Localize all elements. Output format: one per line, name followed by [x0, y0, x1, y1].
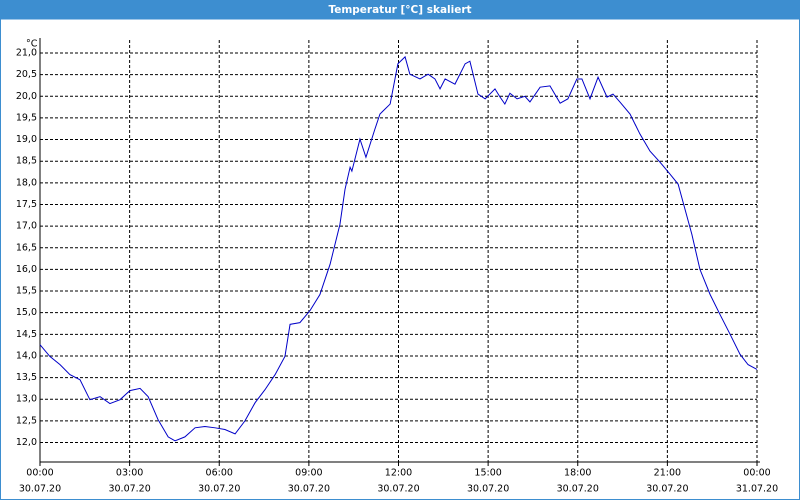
temperature-line — [39, 55, 758, 442]
y-tick-label: 15,0 — [16, 307, 37, 318]
y-tick-label: 16,5 — [16, 242, 37, 253]
x-tick-date: 30.07.20 — [198, 484, 240, 495]
y-tick-label: 15,5 — [16, 286, 37, 297]
y-tick-label: 12,0 — [16, 437, 37, 448]
y-tick-label: 19,5 — [16, 112, 37, 123]
y-tick-label: 14,0 — [16, 350, 37, 361]
y-tick-label: 13,0 — [16, 394, 37, 405]
y-tick-label: 14,5 — [16, 329, 37, 340]
y-tick-label: 19,0 — [16, 134, 37, 145]
x-tick-label: 09:00 — [295, 468, 322, 479]
x-tick-label: 03:00 — [116, 468, 143, 479]
y-tick-label: 18,5 — [16, 156, 37, 167]
x-tick-label: 18:00 — [564, 468, 591, 479]
x-tick-label: 15:00 — [474, 468, 501, 479]
x-tick-label: 12:00 — [385, 468, 412, 479]
y-tick-label: 12,5 — [16, 415, 37, 426]
x-tick-date: 30.07.20 — [108, 484, 150, 495]
x-tick-label: 00:00 — [26, 468, 53, 479]
y-tick-label: 18,0 — [16, 177, 37, 188]
y-tick-label: 16,0 — [16, 264, 37, 275]
chart-title: Temperatur [°C] skaliert — [328, 4, 471, 16]
x-tick-date: 30.07.20 — [19, 484, 61, 495]
y-tick-label: 17,0 — [16, 221, 37, 232]
x-tick-label: 21:00 — [654, 468, 681, 479]
x-tick-date: 31.07.20 — [736, 484, 778, 495]
x-tick-date: 30.07.20 — [646, 484, 688, 495]
title-bar — [0, 0, 800, 19]
x-tick-date: 30.07.20 — [288, 484, 330, 495]
y-tick-label: 13,5 — [16, 372, 37, 383]
x-tick-date: 30.07.20 — [467, 484, 509, 495]
y-tick-label: 20,0 — [16, 91, 37, 102]
y-tick-label: 17,5 — [16, 199, 37, 210]
y-unit: °C — [26, 39, 38, 50]
x-tick-date: 30.07.20 — [377, 484, 419, 495]
x-tick-label: 00:00 — [743, 468, 770, 479]
x-tick-label: 06:00 — [206, 468, 233, 479]
y-tick-label: 20,5 — [16, 69, 37, 80]
x-tick-date: 30.07.20 — [557, 484, 599, 495]
y-tick-label: 21,0 — [16, 47, 37, 58]
